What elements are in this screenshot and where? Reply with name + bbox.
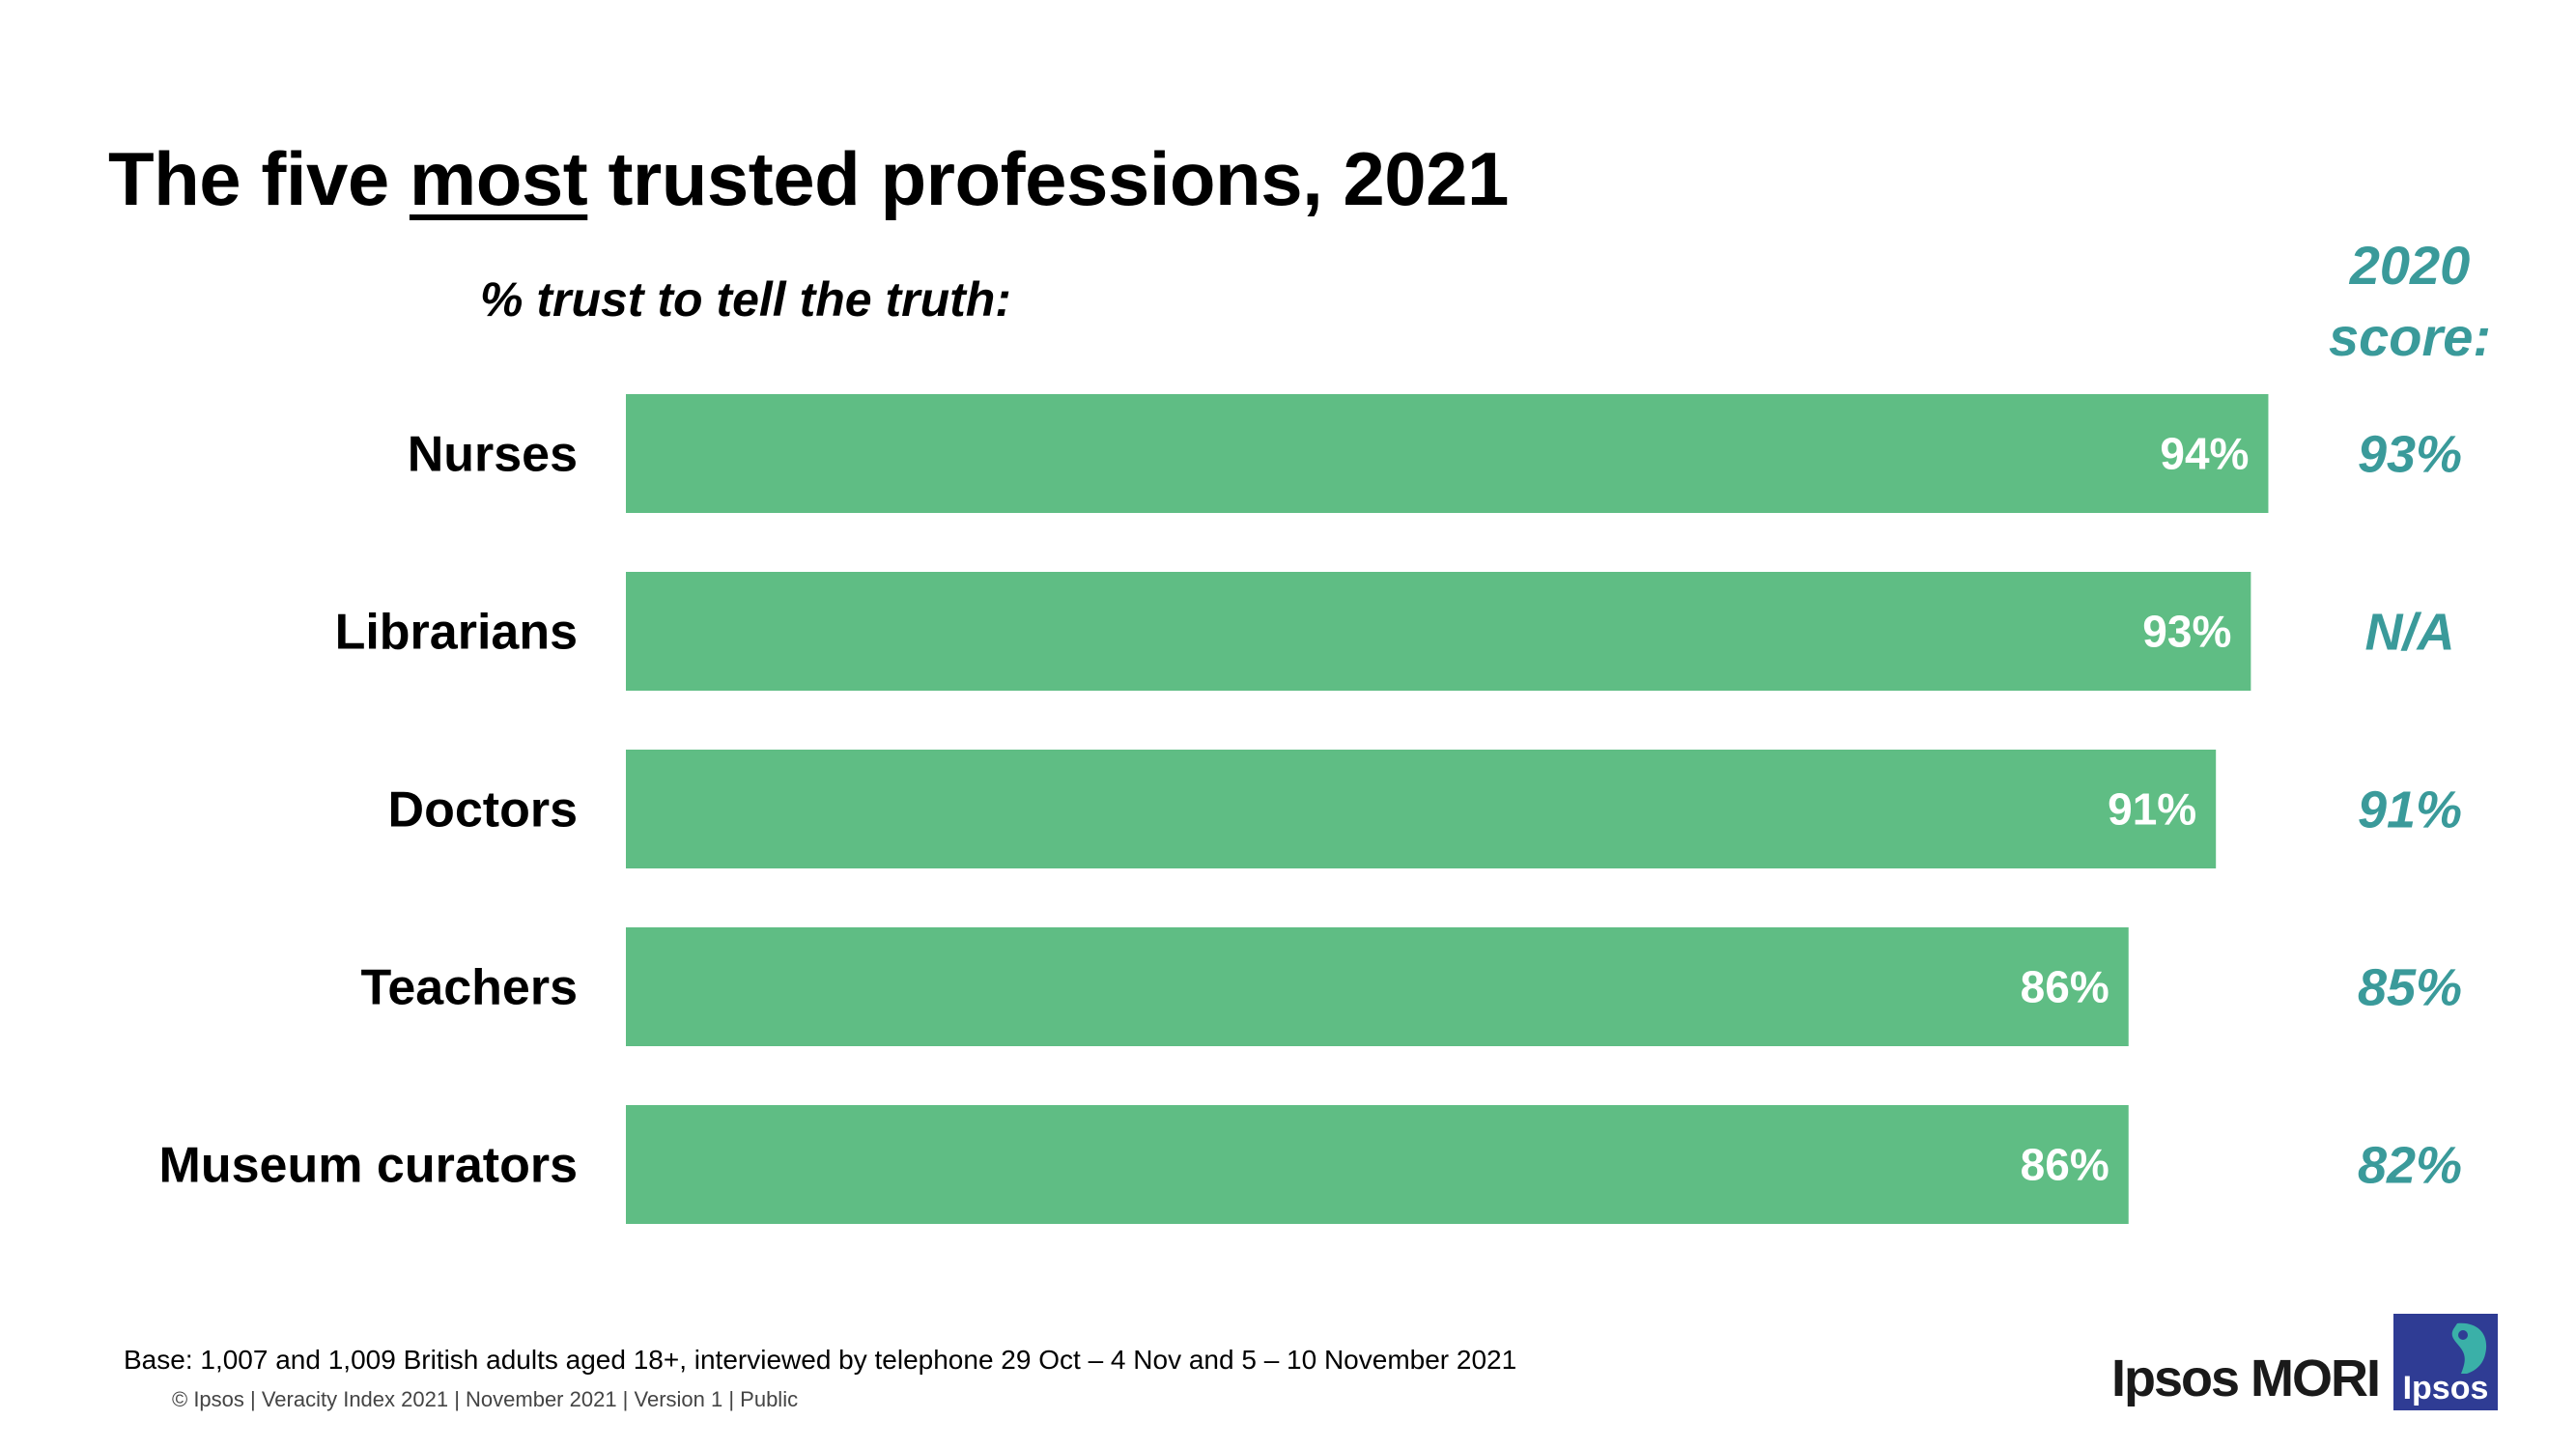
category-label: Teachers <box>360 960 578 1016</box>
category-label: Nurses <box>408 427 578 483</box>
bar <box>626 394 2269 513</box>
category-label: Doctors <box>388 782 578 838</box>
prior-score-label: 82% <box>2358 1137 2462 1195</box>
title-emphasis: most <box>409 136 588 221</box>
title-before: The five <box>108 136 410 221</box>
score-header-label: score: <box>2328 306 2492 367</box>
bar-value-label: 94% <box>2160 429 2249 479</box>
bar <box>626 927 2129 1046</box>
prior-score-label: 91% <box>2358 781 2462 839</box>
score-column-header: 2020 score: <box>2289 230 2531 373</box>
prior-score-label: N/A <box>2365 604 2455 662</box>
bar-value-label: 93% <box>2142 607 2231 657</box>
bar <box>626 750 2217 868</box>
score-header-year: 2020 <box>2349 235 2471 296</box>
bar-value-label: 91% <box>2108 784 2196 835</box>
ipsos-logo-icon: Ipsos <box>2393 1314 2498 1410</box>
category-label: Museum curators <box>159 1138 578 1194</box>
logo-text: Ipsos <box>2403 1370 2489 1406</box>
prior-score-label: 93% <box>2358 426 2462 484</box>
ipsos-mori-wordmark: Ipsos MORI <box>2111 1350 2381 1407</box>
chart-subtitle: % trust to tell the truth: <box>480 272 1011 327</box>
bar-value-label: 86% <box>2021 1140 2109 1190</box>
bar <box>626 1105 2129 1224</box>
bar-value-label: 86% <box>2021 962 2109 1012</box>
bar <box>626 572 2251 691</box>
category-label: Librarians <box>335 605 578 661</box>
chart-title: The five most trusted professions, 2021 <box>108 135 1509 223</box>
copyright-note: © Ipsos | Veracity Index 2021 | November… <box>172 1387 799 1411</box>
base-note: Base: 1,007 and 1,009 British adults age… <box>124 1345 1517 1375</box>
prior-score-label: 85% <box>2358 959 2462 1017</box>
title-after: trusted professions, 2021 <box>587 136 1509 221</box>
